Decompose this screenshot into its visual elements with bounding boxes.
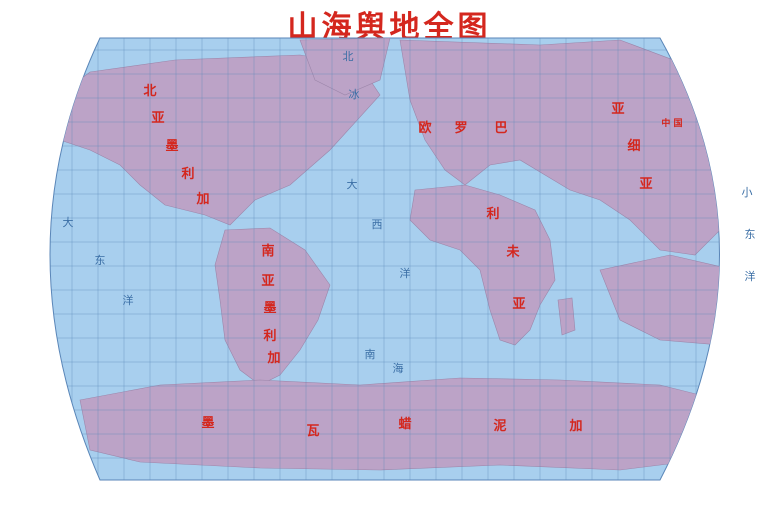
country-label-china: 中 国: [661, 117, 682, 129]
continent-label-europe: 巴: [494, 121, 507, 136]
continent-label-asia: 亚: [611, 102, 624, 117]
continent-label-north-america: 亚: [151, 111, 164, 126]
ocean-label-south-ocean: 海: [393, 361, 404, 375]
continent-label-antarctica: 泥: [493, 419, 506, 434]
madagascar-landmass: [557, 297, 576, 336]
continent-label-europe: 罗: [454, 121, 467, 136]
ocean-label-pacific-east: 东: [745, 228, 756, 241]
graticule: [50, 38, 720, 480]
continent-label-south-america: 加: [266, 351, 280, 366]
continent-label-europe: 欧: [418, 120, 431, 136]
continent-label-north-america: 北: [143, 84, 156, 99]
continent-label-north-america: 墨: [165, 139, 178, 154]
continent-label-south-america: 亚: [261, 274, 274, 289]
ocean-label-pacific-west: 洋: [123, 293, 134, 307]
continent-label-africa: 亚: [512, 297, 525, 312]
ocean-label-north-ocean: 冰: [349, 88, 360, 101]
continent-label-asia: 亚: [639, 177, 652, 192]
continent-label-antarctica: 瓦: [306, 424, 319, 439]
continent-label-africa: 利: [486, 206, 499, 222]
ocean-label-pacific-east: 小: [742, 186, 753, 199]
continent-label-north-america: 利: [181, 166, 194, 182]
continent-label-antarctica: 蜡: [398, 416, 411, 432]
ocean-label-north-ocean: 北: [343, 50, 354, 63]
ocean-label-atlantic: 西: [372, 218, 383, 231]
ocean-label-pacific-east: 洋: [745, 269, 756, 283]
africa-landmass: [409, 184, 556, 346]
greenland-landmass: [299, 38, 391, 96]
ocean-label-south-ocean: 南: [365, 348, 376, 361]
continent-label-asia: 细: [627, 138, 640, 154]
continent-label-south-america: 利: [263, 328, 276, 344]
continent-label-antarctica: 加: [568, 419, 582, 434]
ocean-label-atlantic: 大: [347, 177, 358, 191]
ocean-label-pacific-west: 大: [63, 215, 74, 229]
continent-label-africa: 未: [505, 244, 520, 260]
continent-label-south-america: 南: [261, 243, 274, 259]
continent-label-north-america: 加: [195, 192, 209, 207]
continent-label-south-america: 墨: [263, 301, 276, 316]
continent-label-antarctica: 墨: [201, 416, 214, 431]
north-america-landmass: [50, 54, 381, 226]
ocean-label-pacific-west: 东: [95, 254, 106, 267]
australia-landmass: [599, 254, 720, 346]
map-labels: 北亚墨利加南亚墨利加欧罗巴利未亚亚细亚墨瓦蜡泥加中 国大西洋北冰小东洋大东洋南海: [63, 50, 756, 439]
ocean-label-atlantic: 洋: [400, 266, 411, 280]
landmasses: [50, 38, 720, 471]
